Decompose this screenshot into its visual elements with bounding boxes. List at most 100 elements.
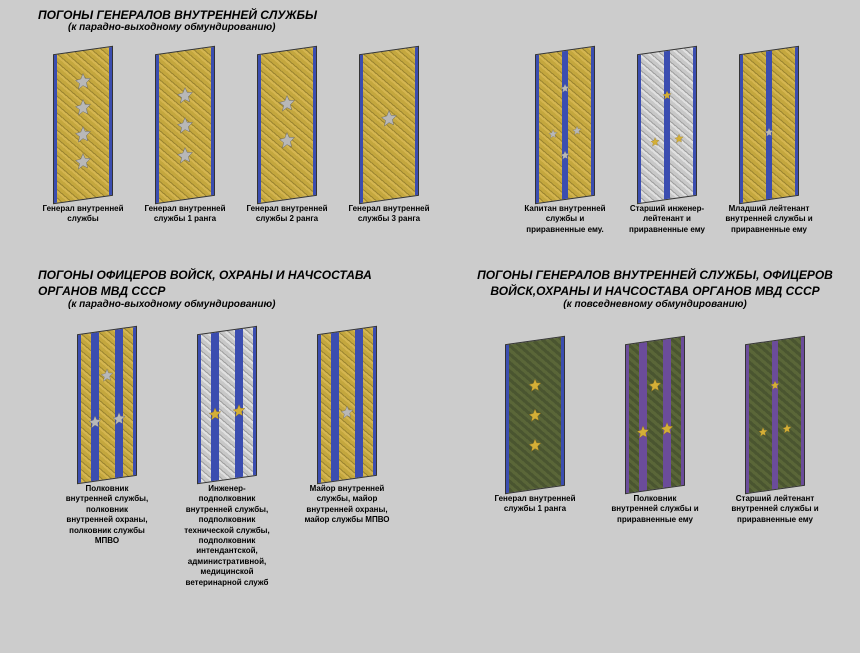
rank-star-icon bbox=[176, 85, 194, 106]
rank-star-icon bbox=[660, 420, 674, 436]
shoulder-board-item: Генерал внутренней службы 2 ранга bbox=[242, 50, 332, 225]
board-edge bbox=[415, 47, 418, 195]
board-caption: Генерал внутренней службы 1 ранга bbox=[490, 494, 580, 515]
board-edge bbox=[253, 327, 256, 475]
shoulder-board-item: Полковник внутренней службы, полковник в… bbox=[62, 330, 152, 546]
shoulder-board bbox=[197, 326, 257, 484]
rank-star-icon bbox=[74, 97, 92, 118]
rank-star-icon bbox=[636, 423, 650, 439]
rank-star-icon bbox=[88, 413, 102, 429]
board-caption: Генерал внутренней службы bbox=[38, 204, 128, 225]
board-caption: Майор внутренней службы, майор внутренне… bbox=[302, 484, 392, 526]
board-edge bbox=[258, 55, 261, 203]
board-stripe bbox=[562, 51, 568, 200]
rank-star-icon bbox=[572, 125, 582, 136]
board-stripe bbox=[664, 51, 670, 200]
board-edge bbox=[109, 47, 112, 195]
board-edge bbox=[506, 345, 509, 493]
board-edge bbox=[360, 55, 363, 203]
rank-star-icon bbox=[528, 437, 542, 453]
board-edge bbox=[156, 55, 159, 203]
board-edge bbox=[211, 47, 214, 195]
shoulder-board-item: Старший лейтенант внутренней службы и пр… bbox=[730, 340, 820, 525]
shoulder-board-item: Майор внутренней службы, майор внутренне… bbox=[302, 330, 392, 526]
section4-row: Генерал внутренней службы 1 ранга Полковн… bbox=[490, 340, 820, 525]
board-edge bbox=[54, 55, 57, 203]
board-edge bbox=[373, 327, 376, 475]
shoulder-board-item: Полковник внутренней службы и приравненн… bbox=[610, 340, 700, 525]
board-caption: Младший лейтенант внутренней службы и пр… bbox=[724, 204, 814, 235]
rank-star-icon bbox=[770, 380, 780, 391]
rank-star-icon bbox=[208, 406, 222, 422]
shoulder-board bbox=[317, 326, 377, 484]
section1-title: ПОГОНЫ ГЕНЕРАЛОВ ВНУТРЕННЕЙ СЛУЖБЫ bbox=[38, 8, 317, 22]
section4-title: ПОГОНЫ ГЕНЕРАЛОВ ВНУТРЕННЕЙ СЛУЖБЫ, ОФИЦ… bbox=[470, 268, 840, 299]
shoulder-board bbox=[637, 46, 697, 204]
rank-star-icon bbox=[528, 377, 542, 393]
board-edge bbox=[313, 47, 316, 195]
board-stripe bbox=[663, 339, 671, 488]
board-caption: Старший лейтенант внутренней службы и пр… bbox=[730, 494, 820, 525]
board-edge bbox=[746, 345, 749, 493]
board-edge bbox=[638, 55, 641, 203]
rank-star-icon bbox=[340, 404, 354, 420]
board-edge bbox=[693, 47, 696, 195]
board-edge bbox=[318, 335, 321, 483]
section4-subtitle: (к повседневному обмундированию) bbox=[470, 299, 840, 310]
shoulder-board bbox=[155, 46, 215, 204]
board-edge bbox=[133, 327, 136, 475]
rank-star-icon bbox=[650, 136, 660, 147]
board-caption: Полковник внутренней службы и приравненн… bbox=[610, 494, 700, 525]
rank-star-icon bbox=[758, 426, 768, 437]
shoulder-board-item: Старший инженер-лейтенант и приравненные… bbox=[622, 50, 712, 235]
board-edge bbox=[78, 335, 81, 483]
rank-star-icon bbox=[782, 422, 792, 433]
board-stripe bbox=[115, 329, 123, 478]
board-edge bbox=[591, 47, 594, 195]
shoulder-board-item: Генерал внутренней службы 1 ранга bbox=[140, 50, 230, 225]
shoulder-board bbox=[505, 336, 565, 494]
rank-star-icon bbox=[380, 107, 398, 128]
shoulder-board bbox=[77, 326, 137, 484]
section-officers-parade: ПОГОНЫ ОФИЦЕРОВ ВОЙСК, ОХРАНЫ И НАЧСОСТА… bbox=[38, 268, 398, 310]
rank-star-icon bbox=[100, 367, 114, 383]
rank-star-icon bbox=[560, 82, 570, 93]
section3-subtitle: (к парадно-выходному обмундированию) bbox=[68, 299, 398, 310]
shoulder-board bbox=[535, 46, 595, 204]
board-caption: Инженер-подполковник внутренней службы, … bbox=[182, 484, 272, 588]
rank-star-icon bbox=[112, 410, 126, 426]
shoulder-board bbox=[257, 46, 317, 204]
rank-star-icon bbox=[74, 150, 92, 171]
rank-star-icon bbox=[764, 127, 774, 138]
section3-row: Полковник внутренней службы, полковник в… bbox=[62, 330, 392, 588]
shoulder-board-item: Инженер-подполковник внутренней службы, … bbox=[182, 330, 272, 588]
rank-star-icon bbox=[548, 128, 558, 139]
shoulder-board-item: Генерал внутренней службы 1 ранга bbox=[490, 340, 580, 515]
board-caption: Генерал внутренней службы 2 ранга bbox=[242, 204, 332, 225]
shoulder-board bbox=[625, 336, 685, 494]
shoulder-board bbox=[359, 46, 419, 204]
rank-star-icon bbox=[176, 144, 194, 165]
board-edge bbox=[561, 337, 564, 485]
rank-star-icon bbox=[674, 132, 684, 143]
board-edge bbox=[198, 335, 201, 483]
board-stripe bbox=[772, 341, 778, 490]
board-stripe bbox=[639, 342, 647, 491]
shoulder-board bbox=[745, 336, 805, 494]
board-stripe bbox=[331, 332, 339, 481]
board-edge bbox=[795, 47, 798, 195]
shoulder-board-item: Генерал внутренней службы bbox=[38, 50, 128, 225]
section-generals-parade: ПОГОНЫ ГЕНЕРАЛОВ ВНУТРЕННЕЙ СЛУЖБЫ (к па… bbox=[38, 8, 317, 33]
board-stripe bbox=[355, 329, 363, 478]
rank-star-icon bbox=[278, 130, 296, 151]
rank-star-icon bbox=[74, 70, 92, 91]
section-everyday: ПОГОНЫ ГЕНЕРАЛОВ ВНУТРЕННЕЙ СЛУЖБЫ, ОФИЦ… bbox=[470, 268, 840, 310]
shoulder-board-item: Генерал внутренней службы 3 ранга bbox=[344, 50, 434, 225]
shoulder-board bbox=[739, 46, 799, 204]
rank-star-icon bbox=[278, 93, 296, 114]
section1-row: Генерал внутренней службы Генерал внутрен… bbox=[38, 50, 434, 225]
board-caption: Генерал внутренней службы 3 ранга bbox=[344, 204, 434, 225]
section2-row: Капитан внутренней службы и приравненные… bbox=[520, 50, 814, 235]
board-edge bbox=[801, 337, 804, 485]
board-caption: Старший инженер-лейтенант и приравненные… bbox=[622, 204, 712, 235]
